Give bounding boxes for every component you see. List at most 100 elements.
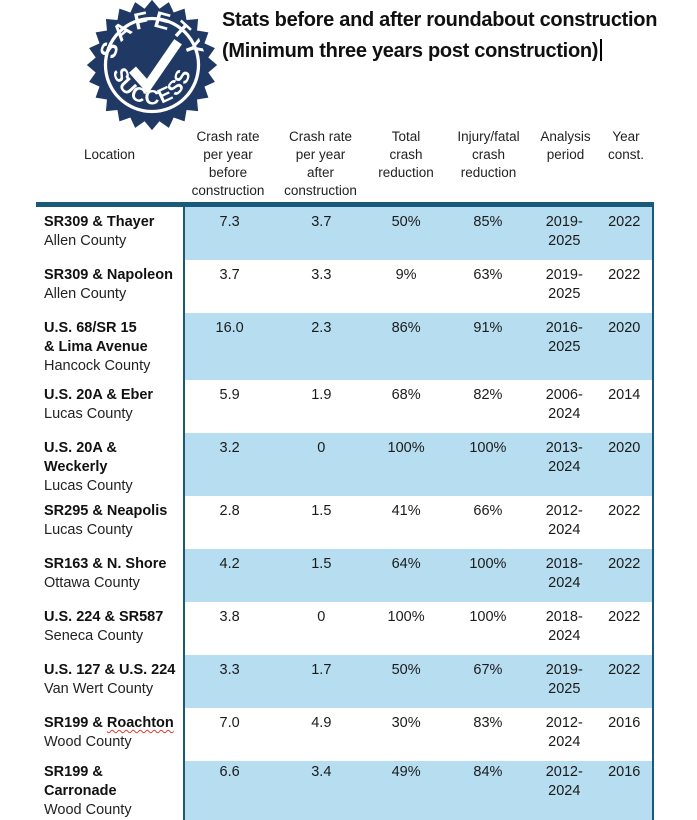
injury-fatal-reduction-cell[interactable]: 100% [469,609,507,625]
analysis-period-cell[interactable]: 2016- 2025 [545,320,583,355]
analysis-period-cell[interactable]: 2019- 2025 [545,662,583,697]
year-const-cell[interactable]: 2022 [608,503,641,519]
year-const-cell[interactable]: 2020 [608,320,641,336]
year-const-cell[interactable]: 2014 [608,387,641,403]
total-reduction-cell[interactable]: 49% [391,764,421,780]
crash-rate-before-cell[interactable]: 16.0 [215,320,244,336]
location-name[interactable]: U.S. 68/SR 15 & Lima Avenue [44,320,148,355]
location-cell[interactable]: U.S. 20A & Eber Lucas County [36,380,183,433]
location-name[interactable]: U.S. 127 & U.S. 224 [44,662,176,678]
crash-rate-after-cell[interactable]: 3.7 [311,214,332,230]
year-const-cell[interactable]: 2022 [608,609,641,625]
location-county[interactable]: Lucas County [44,478,133,494]
injury-fatal-reduction-cell[interactable]: 85% [473,214,503,230]
location-name[interactable]: SR199 & Carronade [44,764,117,799]
column-header-year-const[interactable]: Year const. [607,129,645,162]
location-county[interactable]: Van Wert County [44,681,154,697]
injury-fatal-reduction-cell[interactable]: 83% [473,715,503,731]
analysis-period-cell[interactable]: 2018- 2024 [545,556,583,591]
crash-rate-after-cell[interactable]: 3.4 [311,764,332,780]
year-const-cell[interactable]: 2022 [608,556,641,572]
injury-fatal-reduction-cell[interactable]: 91% [473,320,503,336]
location-name[interactable]: U.S. 20A & Eber [44,387,154,403]
analysis-period-cell[interactable]: 2018- 2024 [545,609,583,644]
location-county[interactable]: Seneca County [44,628,144,644]
location-name[interactable]: SR163 & N. Shore [44,556,167,572]
crash-rate-before-cell[interactable]: 6.6 [219,764,240,780]
injury-fatal-reduction-cell[interactable]: 66% [473,503,503,519]
year-const-cell[interactable]: 2022 [608,662,641,678]
location-name[interactable]: U.S. 224 & SR587 [44,609,164,625]
injury-fatal-reduction-cell[interactable]: 63% [473,267,503,283]
crash-rate-after-cell[interactable]: 3.3 [311,267,332,283]
crash-rate-after-cell[interactable]: 0 [317,440,326,456]
year-const-cell[interactable]: 2022 [608,267,641,283]
title-line-2[interactable]: (Minimum three years post construction) [222,40,599,62]
crash-rate-before-cell[interactable]: 5.9 [219,387,240,403]
location-cell[interactable]: SR309 & Thayer Allen County [36,207,183,260]
location-county[interactable]: Ottawa County [44,575,140,591]
crash-rate-before-cell[interactable]: 3.8 [219,609,240,625]
location-cell[interactable]: U.S. 68/SR 15 & Lima Avenue Hancock County [36,313,183,380]
total-reduction-cell[interactable]: 64% [391,556,421,572]
column-header-analysis-period[interactable]: Analysis period [540,129,591,162]
analysis-period-cell[interactable]: 2012- 2024 [545,715,583,750]
column-header-location[interactable]: Location [83,147,136,162]
location-county[interactable]: Lucas County [44,522,133,538]
crash-rate-after-cell[interactable]: 1.5 [311,503,332,519]
location-name[interactable]: SR309 & Thayer [44,214,155,230]
location-name[interactable]: SR199 & Roachton [44,715,174,731]
location-county[interactable]: Lucas County [44,406,133,422]
analysis-period-cell[interactable]: 2019- 2025 [545,267,583,302]
location-county[interactable]: Hancock County [44,358,151,374]
crash-rate-before-cell[interactable]: 3.7 [219,267,240,283]
injury-fatal-reduction-cell[interactable]: 84% [473,764,503,780]
crash-rate-after-cell[interactable]: 0 [317,609,326,625]
year-const-cell[interactable]: 2020 [608,440,641,456]
location-cell[interactable]: SR309 & Napoleon Allen County [36,260,183,313]
analysis-period-cell[interactable]: 2012- 2024 [545,503,583,538]
injury-fatal-reduction-cell[interactable]: 100% [469,556,507,572]
analysis-period-cell[interactable]: 2019- 2025 [545,214,583,249]
column-header-injury-fatal-crash-reduction[interactable]: Injury/fatal crash reduction [457,129,520,180]
crash-rate-after-cell[interactable]: 1.5 [311,556,332,572]
location-name[interactable]: U.S. 20A & Weckerly [44,440,117,475]
crash-rate-before-cell[interactable]: 3.3 [219,662,240,678]
crash-rate-after-cell[interactable]: 1.9 [311,387,332,403]
misspelled-word[interactable]: Roachton [106,715,174,731]
analysis-period-cell[interactable]: 2013- 2024 [545,440,583,475]
total-reduction-cell[interactable]: 50% [391,662,421,678]
document-title[interactable]: Stats before and after roundabout constr… [222,5,682,67]
crash-rate-before-cell[interactable]: 7.0 [219,715,240,731]
analysis-period-cell[interactable]: 2012- 2024 [545,764,583,799]
location-cell[interactable]: SR199 & Carronade Wood County [36,761,183,820]
total-reduction-cell[interactable]: 68% [391,387,421,403]
location-name[interactable]: SR295 & Neapolis [44,503,168,519]
injury-fatal-reduction-cell[interactable]: 82% [473,387,503,403]
total-reduction-cell[interactable]: 100% [387,440,425,456]
location-name[interactable]: SR309 & Napoleon [44,267,173,283]
column-header-total-crash-reduction[interactable]: Total crash reduction [378,129,434,180]
location-cell[interactable]: SR199 & Roachton Wood County [36,708,183,761]
year-const-cell[interactable]: 2016 [608,715,641,731]
total-reduction-cell[interactable]: 30% [391,715,421,731]
column-header-crash-rate-before[interactable]: Crash rate per year before construction [191,129,265,198]
location-county[interactable]: Allen County [44,233,127,249]
injury-fatal-reduction-cell[interactable]: 100% [469,440,507,456]
location-county[interactable]: Wood County [44,734,132,750]
crash-rate-after-cell[interactable]: 2.3 [311,320,332,336]
total-reduction-cell[interactable]: 9% [395,267,417,283]
location-cell[interactable]: SR295 & Neapolis Lucas County [36,496,183,549]
total-reduction-cell[interactable]: 86% [391,320,421,336]
location-cell[interactable]: SR163 & N. Shore Ottawa County [36,549,183,602]
crash-rate-before-cell[interactable]: 4.2 [219,556,240,572]
column-header-crash-rate-after[interactable]: Crash rate per year after construction [284,129,357,198]
location-cell[interactable]: U.S. 127 & U.S. 224 Van Wert County [36,655,183,708]
analysis-period-cell[interactable]: 2006- 2024 [545,387,583,422]
location-county[interactable]: Wood County [44,802,132,818]
location-cell[interactable]: U.S. 224 & SR587 Seneca County [36,602,183,655]
injury-fatal-reduction-cell[interactable]: 67% [473,662,503,678]
crash-rate-before-cell[interactable]: 7.3 [219,214,240,230]
crash-rate-before-cell[interactable]: 3.2 [219,440,240,456]
title-line-1[interactable]: Stats before and after roundabout constr… [222,9,658,31]
